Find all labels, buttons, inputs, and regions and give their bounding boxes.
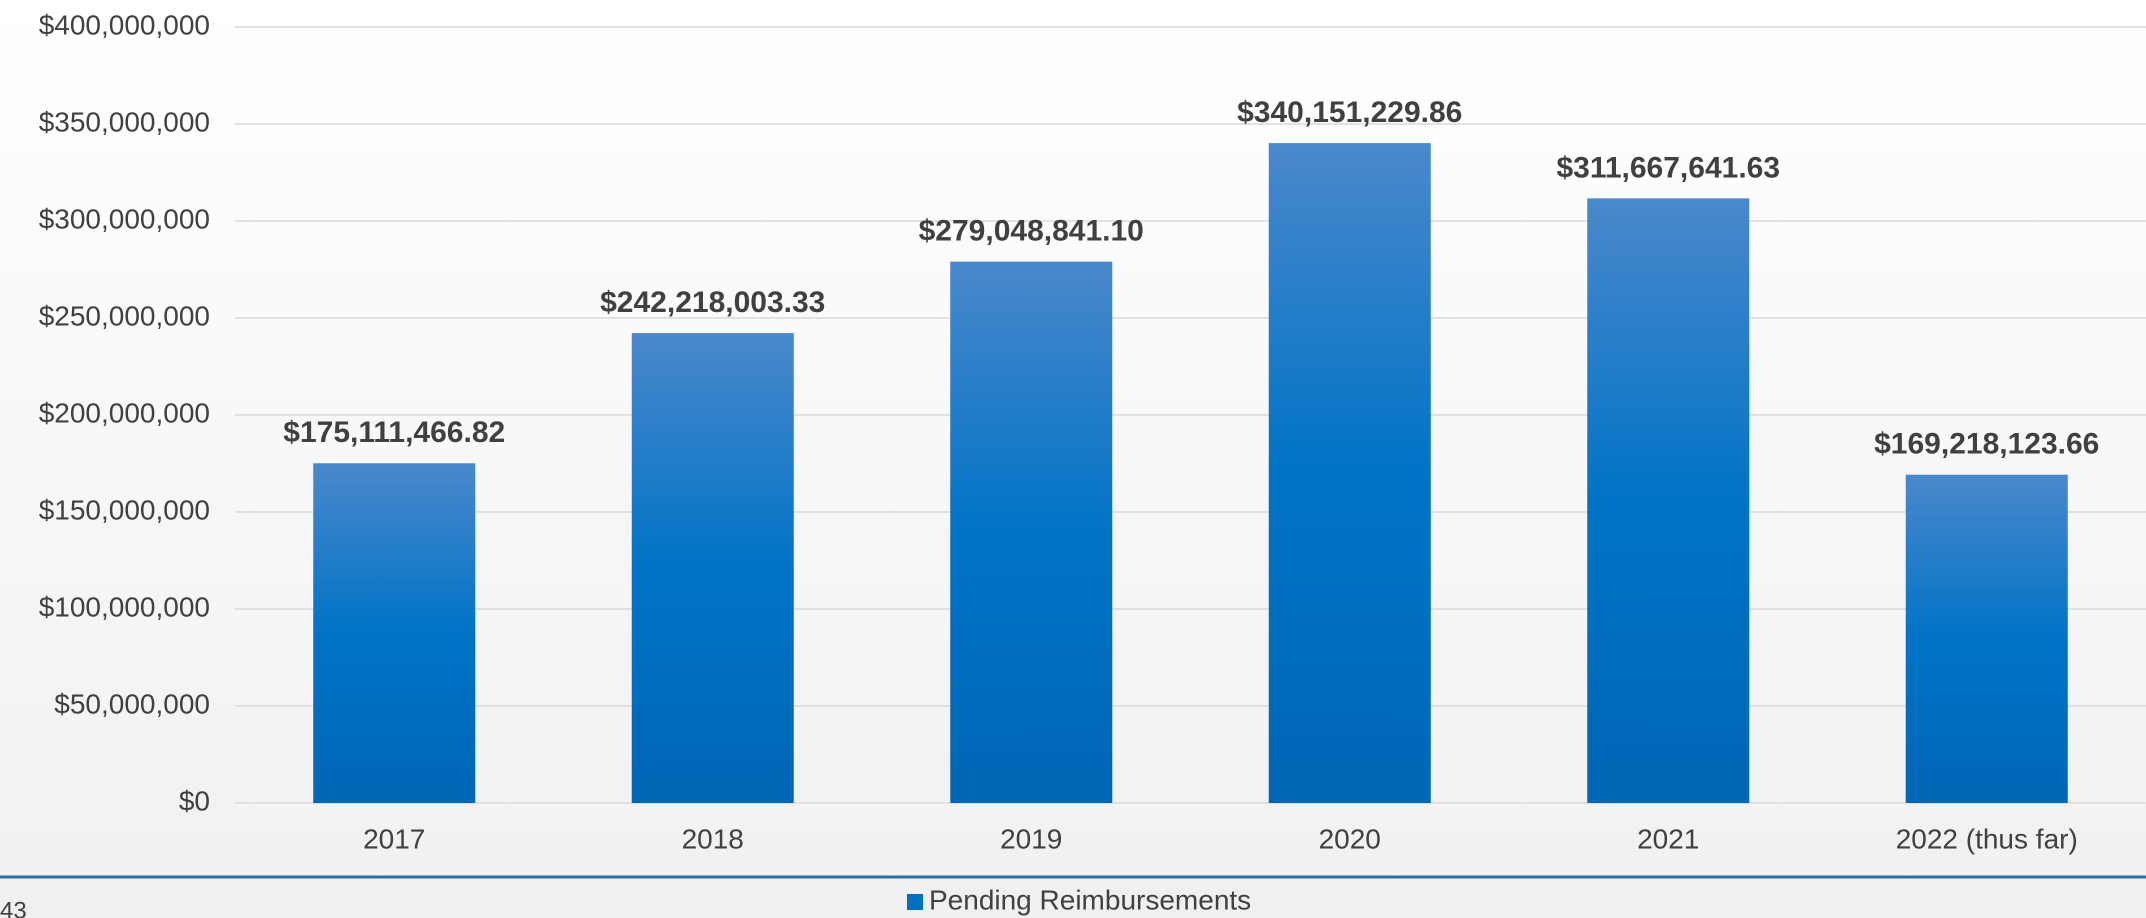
legend-label: Pending Reimbursements xyxy=(929,884,1251,915)
x-tick-label: 2020 xyxy=(1319,823,1381,854)
page-number: 43 xyxy=(0,897,27,918)
bar xyxy=(631,333,794,803)
value-label: $340,151,229.86 xyxy=(1237,96,1462,129)
value-label: $242,218,003.33 xyxy=(600,286,825,319)
value-label: $279,048,841.10 xyxy=(919,215,1144,248)
y-tick-label: $250,000,000 xyxy=(39,300,210,331)
y-tick-label: $200,000,000 xyxy=(39,397,210,428)
y-tick-label: $50,000,000 xyxy=(54,688,210,719)
y-tick-label: $100,000,000 xyxy=(39,591,210,622)
value-label: $311,667,641.63 xyxy=(1556,151,1780,184)
value-label: $169,218,123.66 xyxy=(1874,428,2099,461)
bar xyxy=(1905,474,2068,803)
x-tick-label: 2022 (thus far) xyxy=(1896,823,2078,854)
y-tick-label: $350,000,000 xyxy=(39,106,210,137)
legend-marker xyxy=(907,894,923,910)
x-tick-label: 2017 xyxy=(363,823,425,854)
value-label: $175,111,466.82 xyxy=(283,416,505,449)
bar xyxy=(1587,198,1750,804)
y-tick-label: $300,000,000 xyxy=(39,203,210,234)
y-tick-label: $0 xyxy=(179,785,210,816)
x-tick-label: 2019 xyxy=(1000,823,1062,854)
y-tick-label: $400,000,000 xyxy=(39,9,210,40)
y-tick-label: $150,000,000 xyxy=(39,494,210,525)
x-tick-label: 2018 xyxy=(682,823,744,854)
bar xyxy=(313,463,476,803)
bar xyxy=(1268,143,1431,803)
bar xyxy=(950,261,1113,803)
x-tick-label: 2021 xyxy=(1637,823,1699,854)
